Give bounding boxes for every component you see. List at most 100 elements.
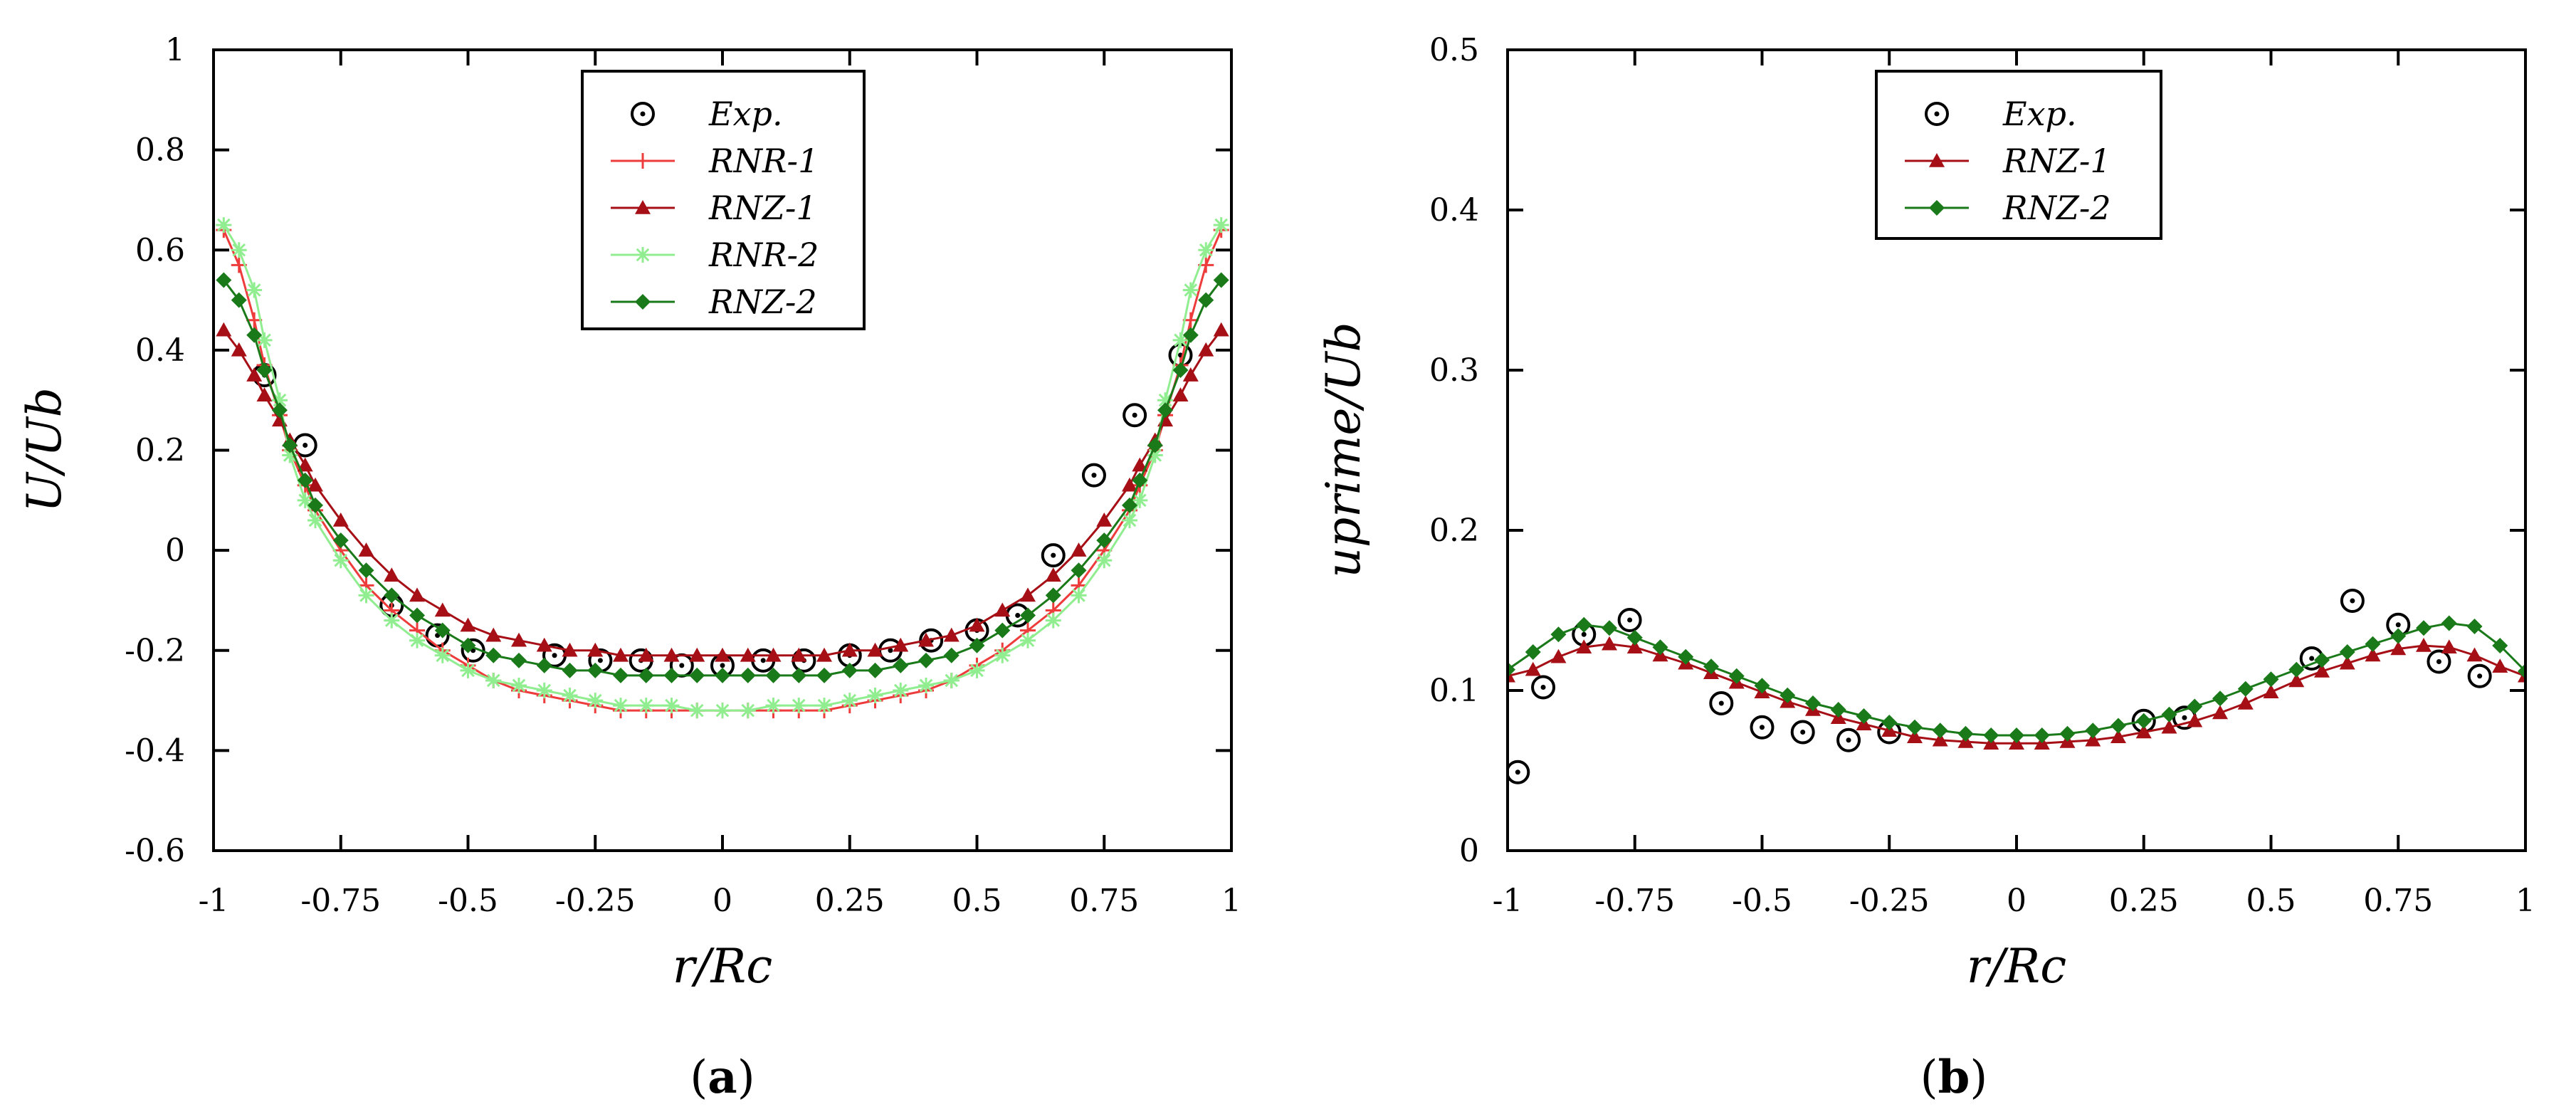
panel-a-point-rnz-1 (231, 342, 247, 357)
panel-b-legend: Exp. RNZ-1 RNZ-2 (1875, 70, 2162, 240)
panel-a-x-tick-label: 0.5 (952, 883, 1002, 919)
panel-a-point-rnz-2 (587, 662, 604, 678)
panel-b-point-rnz-2 (2518, 663, 2525, 679)
panel-a-point-rnr-2 (297, 492, 313, 508)
panel-a-point-rnz-1 (332, 512, 349, 527)
panel-a-chart: -1 -0.75 -0.5 -0.25 0 0.25 0.5 0.75 1 1 0.8 0.6 0.4… (17, 32, 1241, 1104)
panel-b-point-rnz-2 (1652, 639, 1668, 656)
panel-b-point-rnz-2 (1957, 725, 1974, 742)
panel-a-point-rnr-2 (271, 392, 288, 409)
panel-a-point-rnr-2 (246, 282, 263, 298)
panel-a-point-rnz-2 (841, 662, 858, 678)
panel-a-point-exp (1041, 543, 1066, 568)
panel-a-point-rnr-2 (216, 217, 232, 233)
panel-a-legend-box (581, 70, 866, 330)
panel-a-x-axis-label: r/Rc (673, 939, 772, 994)
panel-a-legend-marker-rnz-1 (635, 200, 651, 214)
panel-a-point-rnr-2 (740, 703, 756, 719)
panel-b-y-tick-label: 0.1 (1429, 673, 1479, 709)
panel-b-caption: (b) (1920, 1051, 1988, 1104)
panel-a-point-rnz-1 (358, 542, 374, 557)
panel-b-point-rnz-1 (2288, 673, 2305, 688)
panel-a-legend-marker-rnz-2 (635, 294, 651, 310)
panel-a-point-rnz-2 (893, 657, 909, 673)
panel-a-point-rnz-1 (485, 627, 502, 642)
panel-a-x-tick-labels: -1 -0.75 -0.5 -0.25 0 0.25 0.5 0.75 1 (199, 883, 1241, 919)
panel-a-y-tick-label: -0.6 (125, 833, 185, 869)
panel-a-legend-label-exp: Exp. (708, 95, 783, 133)
panel-a-y-tick-label: 0.8 (135, 132, 185, 169)
panel-a-point-rnr-2 (969, 662, 985, 678)
panel-b-legend-entry-exp: Exp. (1925, 95, 2077, 133)
panel-a-legend-label-rnz-2: RNZ-2 (708, 283, 817, 321)
panel-a-point-rnz-2 (943, 647, 960, 663)
panel-a-point-rnz-1 (663, 647, 680, 662)
panel-b-y-tick-label: 0.2 (1429, 513, 1479, 549)
panel-a-point-rnr-2 (511, 677, 527, 693)
panel-a-point-rnz-1 (1071, 542, 1087, 557)
panel-a-point-rnz-1 (216, 322, 232, 337)
panel-a-point-rnr-2 (918, 677, 934, 693)
panel-a-legend-entry-rnr-1: RNR-1 (611, 142, 819, 180)
panel-a-point-rnz-2 (409, 607, 425, 624)
panel-b-point-rnz-1 (1525, 661, 1541, 676)
panel-a-legend-label-rnr-2: RNR-2 (708, 236, 819, 274)
panel-b-y-axis-label: uprime/Ub (1316, 322, 1371, 577)
panel-a-line-rnz-1 (223, 329, 1222, 657)
panel-a-point-rnr-2 (867, 688, 883, 704)
panel-b-point-rnz-2 (2416, 620, 2432, 636)
panel-a-point-rnz-2 (1096, 532, 1113, 549)
panel-b-point-rnz-1 (2390, 641, 2407, 656)
panel-a-point-rnr-2 (460, 662, 476, 678)
panel-b-point-rnz-2 (2492, 638, 2508, 653)
panel-b-y-tick-labels: 0.5 0.4 0.3 0.2 0.1 0 (1429, 32, 1479, 869)
panel-a-line-rnz-2 (223, 279, 1222, 677)
panel-b-point-exp (1709, 691, 1734, 715)
panel-a-point-rnz-1 (816, 647, 832, 662)
panel-a-point-rnz-1 (918, 632, 934, 647)
panel-b-x-tick-label: -0.25 (1849, 883, 1930, 919)
panel-b-point-rnz-2 (1525, 644, 1541, 660)
panel-a-point-rnr-2 (715, 703, 730, 719)
panel-a-legend-entry-rnr-2: RNR-2 (611, 236, 819, 274)
panel-a-y-axis-label: U/Ub (17, 387, 72, 513)
panel-a-x-tick-label: -0.75 (300, 883, 381, 919)
panel-a-point-rnr-2 (1213, 217, 1229, 233)
panel-a-point-rnr-2 (409, 632, 425, 648)
panel-a-point-rnz-2 (1157, 402, 1174, 419)
panel-a-legend-marker-rnr-2 (635, 247, 651, 263)
panel-b-point-rnz-2 (1805, 695, 1821, 711)
panel-a-point-rnr-2 (1045, 612, 1061, 629)
panel-a-point-rnz-2 (689, 667, 705, 683)
panel-a-legend-marker-rnr-1 (635, 153, 651, 169)
panel-a-point-rnr-2 (1198, 242, 1214, 258)
panel-a-point-rnz-2 (867, 662, 883, 678)
panel-b-x-tick-label: 1 (2515, 883, 2535, 919)
panel-a-point-rnr-2 (536, 683, 552, 698)
panel-a-point-rnz-1 (740, 647, 756, 662)
panel-a-point-rnz-2 (216, 272, 232, 288)
panel-a-legend-marker-exp (631, 102, 655, 126)
panel-b-point-rnz-2 (2466, 619, 2483, 634)
panel-b-point-rnz-2 (2263, 671, 2279, 688)
panel-a-point-rnz-2 (1198, 292, 1214, 308)
panel-a-point-rnz-2 (460, 637, 476, 653)
panel-b-point-rnz-2 (1856, 708, 1872, 724)
panel-a-x-tick-label: -0.25 (555, 883, 636, 919)
panel-a-point-rnr-2 (587, 693, 604, 709)
panel-a-point-rnz-2 (307, 497, 323, 513)
panel-b-legend-box (1875, 70, 2162, 240)
panel-a-point-exp (293, 433, 317, 458)
panel-b-point-rnz-2 (2288, 661, 2305, 678)
panel-b-legend-label-rnz-2: RNZ-2 (2002, 189, 2111, 227)
panel-a-point-rnr-2 (332, 552, 349, 569)
panel-a-point-rnz-2 (638, 667, 654, 683)
panel-a-point-rnz-1 (1198, 342, 1214, 357)
panel-a-point-rnz-1 (969, 617, 985, 632)
panel-a-x-tick-label: 1 (1221, 883, 1241, 919)
panel-a-point-rnz-2 (1020, 607, 1036, 624)
panel-a-point-rnr-2 (384, 612, 400, 629)
panel-a-caption: (a) (690, 1051, 755, 1104)
panel-b-x-tick-label: -1 (1493, 883, 1523, 919)
panel-a-point-rnr-2 (893, 683, 909, 698)
